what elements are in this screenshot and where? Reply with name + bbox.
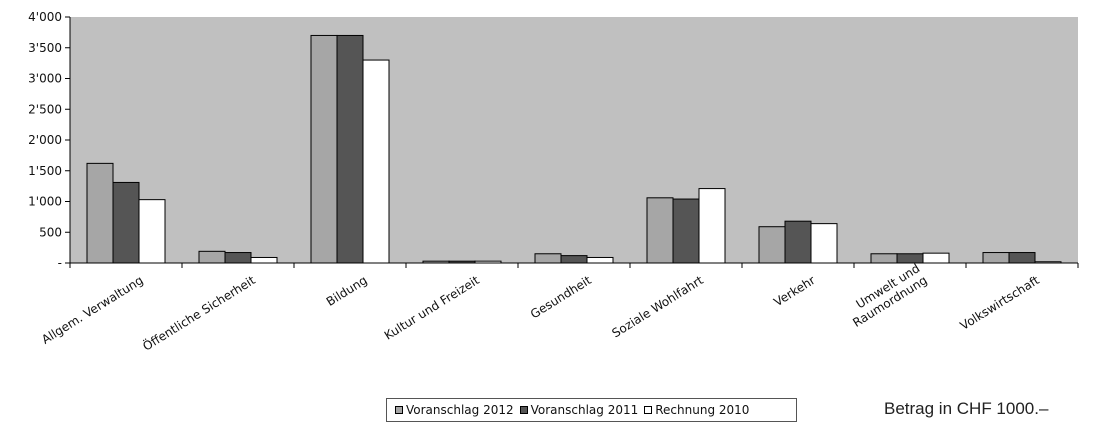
bar-series-1-category-8 — [1008, 252, 1036, 264]
bar-series-0-category-7 — [870, 253, 898, 264]
bar-chart: -5001'0001'5002'0002'5003'0003'5004'000 … — [28, 10, 1079, 354]
bar-series-1-category-2 — [336, 34, 364, 264]
bars — [86, 34, 1062, 264]
x-category-label: Allgem. Verwaltung — [39, 273, 145, 347]
bar-series-0-category-5 — [646, 197, 674, 264]
legend-label-rechnung-2010: Rechnung 2010 — [655, 403, 750, 417]
y-tick-label: 3'000 — [28, 72, 62, 86]
bar-series-2-category-6 — [810, 223, 838, 264]
legend-label-voranschlag-2011: Voranschlag 2011 — [530, 403, 639, 417]
legend-swatch-voranschlag-2012 — [395, 406, 403, 414]
bar-series-1-category-1 — [224, 252, 252, 264]
bar-series-0-category-8 — [982, 252, 1010, 264]
y-tick-label: 2'500 — [28, 102, 62, 116]
bar-series-2-category-0 — [138, 199, 166, 264]
x-category-label: Soziale Wohlfahrt — [609, 273, 705, 341]
x-category-label: Verkehr — [771, 273, 818, 309]
y-tick-label: 4'000 — [28, 10, 62, 24]
y-axis: - 500 1'000 1'500 2'000 2'500 3'000 3'500 4'000 — [28, 10, 1079, 270]
bar-series-2-category-1 — [250, 256, 278, 264]
y-tick-label: 1'500 — [28, 164, 62, 178]
y-tick-label: 500 — [39, 225, 62, 239]
bar-series-0-category-4 — [534, 253, 562, 264]
y-tick-label: 3'500 — [28, 41, 62, 55]
bar-series-2-category-2 — [362, 59, 390, 264]
legend-item-voranschlag-2011: Voranschlag 2011 — [519, 403, 639, 417]
bar-series-1-category-7 — [896, 253, 924, 264]
bar-series-0-category-6 — [758, 226, 786, 264]
x-category-label: Öffentliche Sicherheit — [139, 271, 258, 353]
legend: Voranschlag 2012 Voranschlag 2011 Rechnu… — [386, 398, 797, 422]
bar-series-1-category-5 — [672, 198, 700, 264]
y-tick-label: 1'000 — [28, 195, 62, 209]
bar-series-2-category-7 — [922, 252, 950, 264]
legend-swatch-voranschlag-2011 — [519, 406, 528, 414]
x-category-label: Bildung — [324, 273, 370, 309]
legend-item-voranschlag-2012: Voranschlag 2012 — [395, 403, 514, 417]
legend-swatch-rechnung-2010 — [644, 406, 653, 414]
bar-series-1-category-6 — [784, 220, 812, 264]
unit-note: Betrag in CHF 1000.– — [884, 399, 1049, 418]
x-category-label: Kultur und Freizeit — [382, 273, 482, 343]
bar-series-0-category-1 — [198, 250, 226, 264]
legend-label-voranschlag-2012: Voranschlag 2012 — [406, 403, 514, 417]
bar-series-0-category-0 — [86, 162, 114, 264]
y-tick-label: - — [58, 256, 62, 270]
plot-area — [70, 17, 1078, 263]
bar-series-1-category-0 — [112, 181, 140, 264]
y-tick-label: 2'000 — [28, 133, 62, 147]
legend-item-rechnung-2010: Rechnung 2010 — [644, 403, 749, 417]
x-category-label: Gesundheit — [528, 273, 594, 321]
x-category-label: Umwelt undRaumordnung — [843, 261, 930, 330]
bar-series-2-category-4 — [586, 256, 614, 264]
bar-series-1-category-4 — [560, 255, 588, 264]
x-category-label: Volkswirtschaft — [958, 273, 1042, 333]
bar-series-0-category-2 — [310, 34, 338, 264]
bar-series-2-category-5 — [698, 188, 726, 264]
